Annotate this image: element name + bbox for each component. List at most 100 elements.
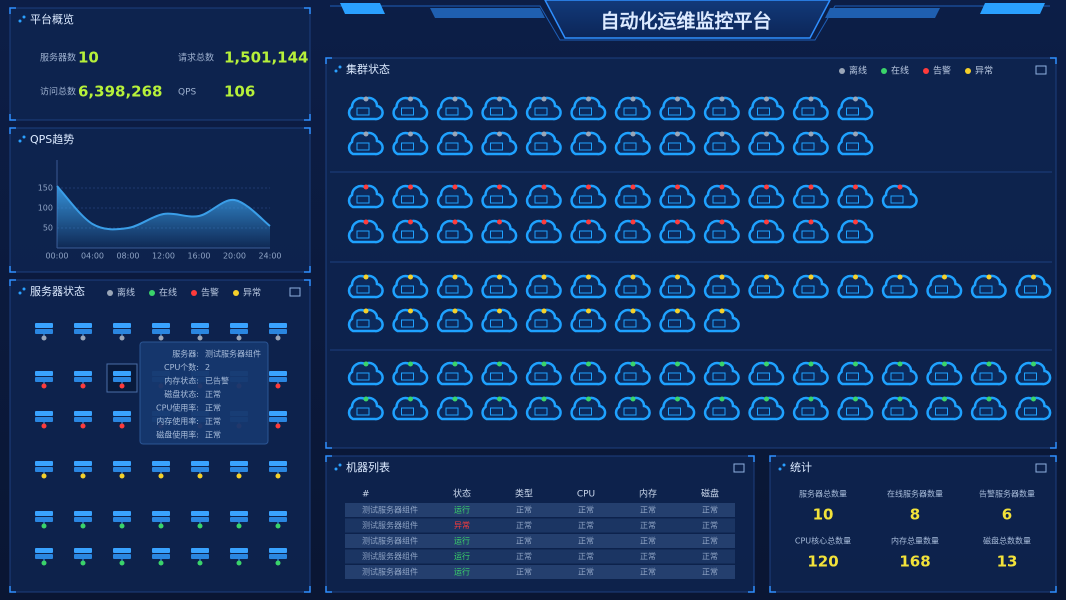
status-dot: [675, 131, 680, 137]
table-cell: 正常: [702, 568, 718, 577]
title-icon: [18, 19, 22, 23]
status-dot: [452, 96, 458, 102]
cloud-icon: [926, 361, 963, 386]
cloud-icon: [748, 361, 785, 386]
cloud-screen: [534, 195, 548, 204]
table-row: [345, 503, 735, 517]
x-tick-label: 08:00: [116, 252, 139, 261]
status-dot: [986, 274, 992, 280]
status-dot: [719, 396, 725, 402]
panel-menu[interactable]: [1035, 65, 1047, 75]
status-dot: [630, 219, 636, 225]
cloud-icon: [481, 184, 518, 209]
server-icon: [74, 323, 92, 341]
cloud-screen: [579, 372, 592, 381]
cloud-screen: [623, 230, 637, 239]
cloud-screen: [1024, 407, 1037, 416]
legend-dot: [839, 68, 845, 74]
cloud-icon: [748, 396, 785, 421]
status-dot: [586, 361, 591, 367]
server-unit: [152, 554, 170, 559]
server-icon: [74, 511, 92, 529]
panel-corner: [304, 279, 311, 286]
x-tick-label: 20:00: [223, 252, 246, 261]
status-dot: [586, 131, 591, 137]
table-cell: 运行: [454, 551, 470, 561]
cloud-screen: [579, 230, 592, 239]
cloud-icon: [392, 361, 429, 386]
status-dot: [1031, 361, 1036, 367]
cloud-icon: [703, 219, 740, 244]
server-unit: [269, 461, 287, 466]
qps-line: [56, 185, 271, 231]
cloud-screen: [579, 407, 592, 416]
status-dot: [942, 361, 947, 367]
cloud-icon: [481, 131, 518, 156]
server-icon: [230, 548, 248, 566]
tooltip-label: CPU个数:: [164, 362, 199, 372]
status-dot: [986, 396, 992, 402]
cloud-icon: [614, 361, 651, 386]
stat-value: 168: [899, 553, 930, 571]
status-dot: [897, 361, 903, 367]
table-header: 状态: [453, 488, 471, 500]
cloud-screen: [1024, 372, 1037, 381]
cloud-screen: [579, 107, 592, 116]
status-dot: [236, 473, 242, 479]
cloud-icon: [659, 184, 696, 209]
status-dot: [275, 473, 281, 479]
cloud-screen: [623, 319, 637, 328]
panel-menu[interactable]: [1035, 463, 1047, 473]
header-accent: [825, 8, 940, 18]
status-dot: [41, 523, 47, 529]
tooltip-label: 内存使用率:: [156, 416, 199, 426]
stat-value: 120: [807, 553, 838, 571]
cloud-screen: [490, 407, 503, 416]
cloud-screen: [490, 195, 503, 204]
cloud-icon: [703, 96, 740, 121]
server-icon: [74, 461, 92, 479]
cloud-icon: [837, 361, 874, 386]
panel-menu[interactable]: [289, 287, 301, 297]
panel-corner: [325, 57, 332, 64]
server-unit: [35, 417, 53, 422]
panel-corner: [304, 7, 311, 14]
server-unit: [230, 511, 248, 516]
panel-corner: [748, 586, 755, 593]
cloud-icon: [525, 274, 562, 299]
status-dot: [897, 274, 903, 280]
title-icon: [22, 15, 26, 19]
server-icon: [269, 461, 287, 479]
cloud-screen: [801, 230, 815, 239]
tooltip-label: 磁盘使用率:: [156, 430, 199, 440]
server-unit: [74, 329, 92, 334]
cloud-icon: [347, 274, 384, 299]
server-unit: [269, 329, 287, 334]
cloud-icon: [525, 308, 562, 333]
server-unit: [74, 461, 92, 466]
stat-label: 内存总量数量: [891, 536, 939, 546]
title-icon: [338, 463, 342, 467]
cloud-icon: [792, 274, 829, 299]
cloud-icon: [792, 361, 829, 386]
cloud-screen: [401, 195, 414, 204]
cloud-screen: [579, 195, 592, 204]
status-dot: [275, 523, 281, 529]
table-header: 内存: [639, 488, 657, 500]
cloud-screen: [712, 407, 726, 416]
table-cell: 正常: [516, 537, 532, 546]
cloud-icon: [659, 219, 696, 244]
status-dot: [158, 335, 164, 341]
panel-menu[interactable]: [733, 463, 745, 473]
title-icon: [22, 135, 26, 139]
stat-value: 6: [1002, 506, 1012, 524]
cloud-icon: [926, 396, 963, 421]
status-dot: [197, 473, 203, 479]
cloud-screen: [890, 372, 904, 381]
cloud-screen: [534, 142, 548, 151]
server-unit: [74, 548, 92, 553]
status-dot: [675, 396, 680, 402]
status-dot: [80, 383, 86, 389]
x-tick-label: 16:00: [187, 252, 210, 261]
status-dot: [675, 308, 680, 314]
